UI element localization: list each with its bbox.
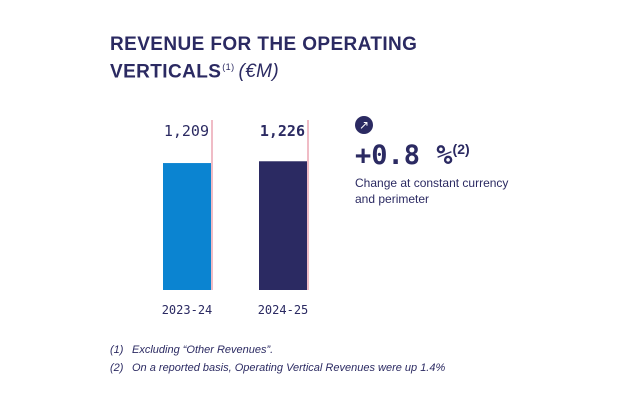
change-description: Change at constant currency and perimete… [355,176,509,206]
change-footnote-mark: (2) [452,141,470,157]
bar-2023-24 [163,163,211,290]
footnotes: (1) Excluding “Other Revenues”. (2) On a r… [110,344,445,380]
footnote-1: (1) Excluding “Other Revenues”. [110,344,445,356]
chart-title-verticals: VERTICALS [110,61,222,83]
footnote-2: (2) On a reported basis, Operating Vertic… [110,362,445,374]
category-label-2023-24: 2023-24 [162,303,213,317]
chart-title-line-1: REVENUE FOR THE OPERATING [110,34,418,55]
value-label-2023-24: 1,209 [164,122,209,140]
change-percent: +0.8 % [355,140,453,171]
arrow-up-right-icon: ↗ [355,116,373,134]
chart-title: REVENUE FOR THE OPERATING VERTICALS(1) (€… [110,34,417,83]
bar-2024-25 [259,161,307,290]
change-value: +0.8 %(2) [355,140,470,171]
footnote-2-mark: (2) [110,362,124,374]
title-footnote-mark: (1) [222,62,235,72]
chart-title-line-2: VERTICALS(1) (€M) [110,56,417,83]
value-label-2024-25: 1,226 [260,122,305,140]
footnote-1-mark: (1) [110,344,124,356]
title-unit: (€M) [238,61,280,83]
footnote-2-text: On a reported basis, Operating Vertical … [132,362,446,374]
category-label-2024-25: 2024-25 [258,303,309,317]
footnote-1-text: Excluding “Other Revenues”. [132,344,274,356]
